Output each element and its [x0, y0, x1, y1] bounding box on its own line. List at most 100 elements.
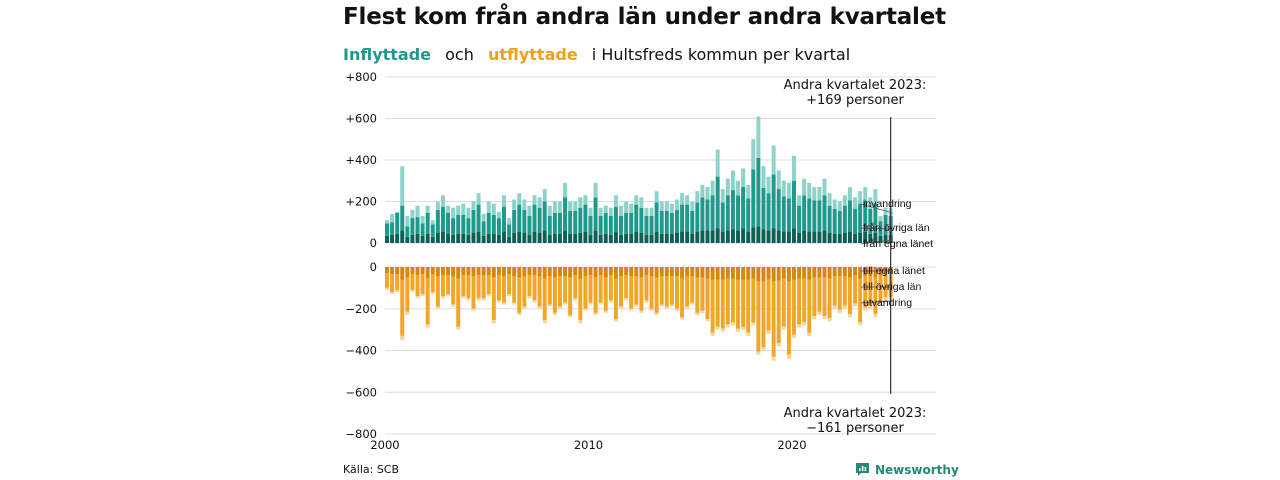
bar-out-egna	[730, 267, 735, 279]
bar-out-ovriga	[466, 275, 471, 299]
bar-in-ovriga	[822, 195, 827, 231]
bar-in-ovriga	[847, 200, 852, 232]
bar-in-egna	[827, 232, 832, 243]
bar-out-ovriga	[629, 276, 634, 309]
label-leader	[860, 227, 893, 230]
quarter-bar-group	[390, 213, 395, 295]
bar-out-egna	[761, 267, 766, 282]
bar-in-invandring	[537, 197, 542, 208]
quarter-bar-group	[746, 184, 751, 336]
quarter-bar-group	[568, 201, 573, 318]
bar-out-ovriga	[440, 275, 445, 297]
quarter-bar-group	[573, 201, 578, 301]
quarter-bar-group	[715, 149, 720, 330]
quarter-bar-group	[542, 189, 547, 324]
quarter-bar-group	[776, 170, 781, 347]
quarter-bar-group	[491, 203, 496, 324]
bar-out-egna	[461, 267, 466, 276]
quarter-bar-group	[517, 193, 522, 316]
bar-in-invandring	[644, 207, 649, 217]
bar-in-egna	[481, 235, 486, 243]
bar-out-utvandring	[588, 302, 593, 305]
bar-in-egna	[786, 231, 791, 243]
bar-out-utvandring	[680, 317, 685, 320]
bar-in-ovriga	[542, 201, 547, 231]
bar-out-egna	[542, 267, 547, 279]
bar-out-egna	[756, 267, 761, 282]
bar-in-egna	[624, 233, 629, 243]
quarter-bar-group	[705, 186, 710, 322]
bar-out-ovriga	[827, 278, 832, 319]
quarter-bar-group	[532, 195, 537, 303]
bar-in-ovriga	[573, 210, 578, 234]
bar-out-utvandring	[390, 292, 395, 295]
quarter-bar-group	[430, 220, 435, 295]
bar-in-egna	[629, 233, 634, 243]
bar-out-egna	[736, 267, 741, 280]
subtitle-rest: i Hultsfreds kommun per kvartal	[591, 45, 851, 64]
quarter-bar-group	[664, 201, 669, 309]
quarter-bar-group	[690, 201, 695, 305]
bar-out-utvandring	[603, 310, 608, 313]
bar-out-ovriga	[883, 274, 888, 298]
quarter-bar-group	[669, 203, 674, 307]
bar-in-invandring	[680, 193, 685, 205]
bar-out-ovriga	[822, 277, 827, 317]
brand-logo[interactable]: Newsworthy	[855, 462, 959, 477]
bar-in-invandring	[527, 205, 532, 217]
bar-out-egna	[837, 267, 842, 277]
bar-in-ovriga	[680, 204, 685, 232]
category-label-out: till övriga län	[863, 281, 922, 293]
quarter-bar-group	[659, 201, 664, 307]
bar-out-utvandring	[649, 308, 654, 311]
bar-out-ovriga	[537, 276, 542, 307]
bar-out-egna	[517, 267, 522, 278]
bar-in-egna	[680, 231, 685, 243]
bar-out-utvandring	[517, 312, 522, 316]
bar-out-egna	[425, 267, 430, 279]
bar-in-invandring	[451, 207, 456, 219]
bar-in-invandring	[613, 195, 618, 207]
bar-in-invandring	[685, 195, 690, 205]
bar-in-egna	[807, 231, 812, 243]
bar-out-utvandring	[619, 306, 623, 309]
bar-in-invandring	[461, 203, 466, 215]
bar-in-ovriga	[741, 186, 746, 229]
bar-out-ovriga	[761, 281, 766, 348]
bar-in-invandring	[557, 201, 562, 213]
bar-in-invandring	[847, 186, 852, 201]
bar-in-invandring	[654, 191, 659, 203]
bar-in-egna	[557, 233, 562, 243]
bar-out-egna	[430, 267, 435, 275]
bar-in-egna	[430, 236, 435, 243]
bar-in-invandring	[761, 166, 766, 189]
bar-in-ovriga	[883, 214, 888, 235]
bar-out-utvandring	[817, 311, 822, 316]
bar-in-invandring	[792, 155, 796, 181]
bar-out-egna	[578, 267, 583, 279]
bar-out-utvandring	[527, 296, 532, 299]
bar-in-egna	[496, 234, 501, 243]
bar-in-egna	[451, 234, 456, 243]
bar-in-egna	[736, 230, 741, 243]
bar-out-ovriga	[868, 276, 873, 306]
bar-out-ovriga	[390, 274, 395, 293]
bar-in-invandring	[741, 168, 746, 187]
bar-out-ovriga	[405, 277, 410, 312]
bar-in-invandring	[608, 207, 613, 217]
bar-out-egna	[481, 267, 486, 276]
bar-out-ovriga	[853, 275, 858, 304]
bar-out-egna	[496, 267, 501, 276]
bar-out-egna	[710, 267, 715, 280]
bar-in-ovriga	[751, 169, 756, 228]
bar-out-ovriga	[847, 277, 852, 314]
bar-in-invandring	[766, 176, 771, 194]
bar-out-ovriga	[756, 281, 761, 352]
bar-in-invandring	[776, 170, 781, 190]
bar-in-egna	[878, 235, 883, 243]
bar-out-egna	[720, 267, 725, 280]
bar-out-utvandring	[664, 306, 669, 309]
bar-in-egna	[847, 231, 852, 243]
bar-in-ovriga	[761, 188, 766, 230]
bar-in-egna	[812, 231, 817, 243]
